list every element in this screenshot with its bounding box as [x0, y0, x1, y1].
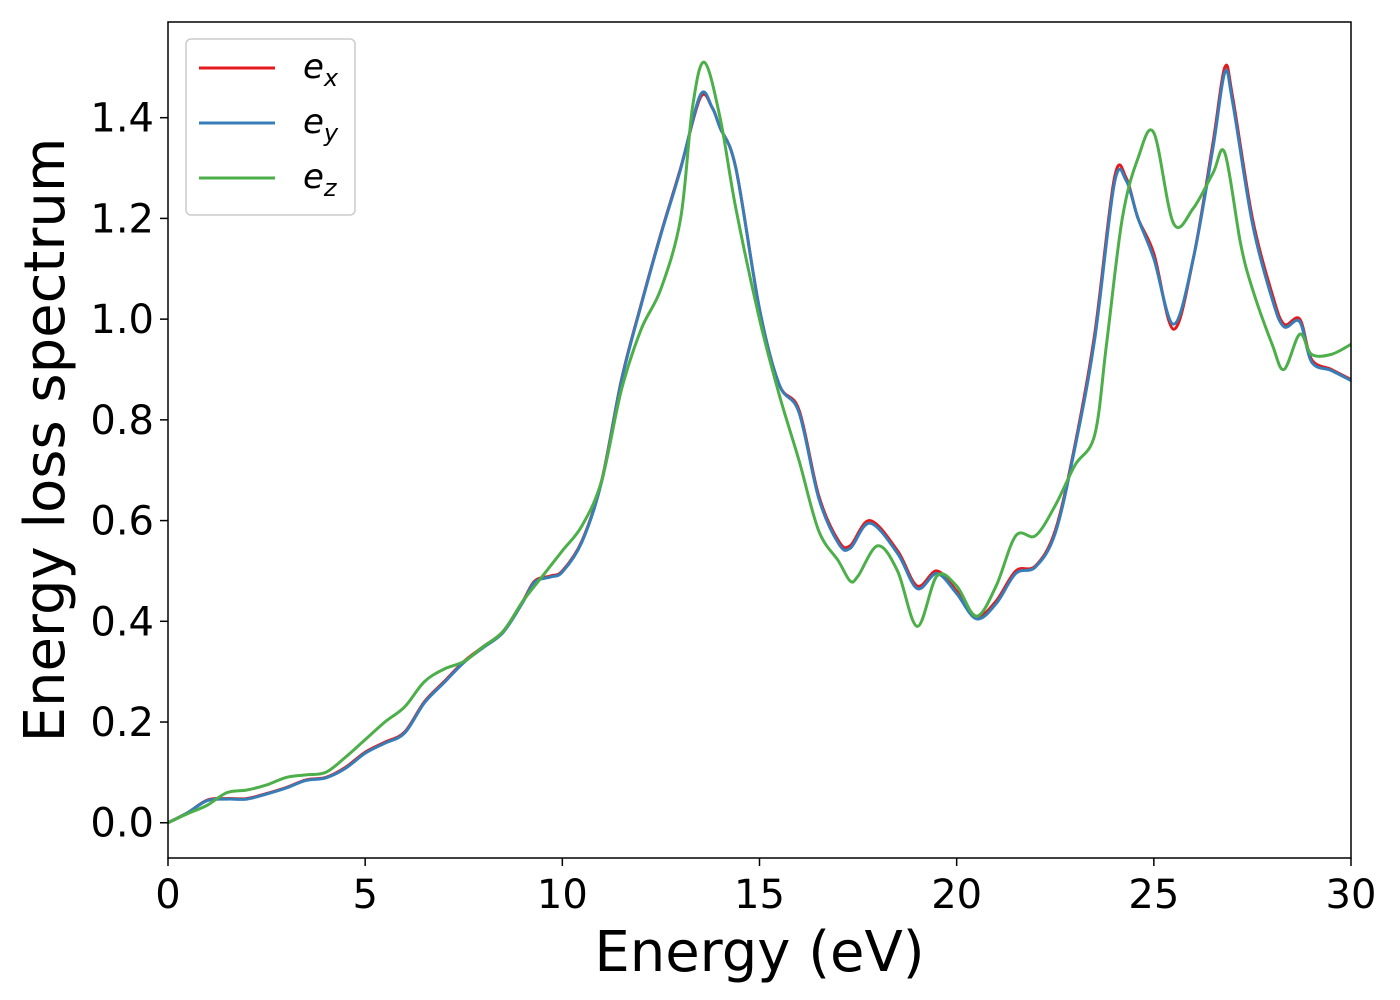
legend-label-x: ex [303, 47, 339, 92]
x-axis-title: Energy (eV) [594, 920, 924, 985]
series-line-y [168, 68, 1351, 825]
y-tick-label: 0.0 [90, 801, 154, 847]
y-tick-label: 0.8 [90, 398, 154, 444]
x-tick-label: 5 [352, 872, 377, 918]
y-tick-label: 0.4 [90, 599, 154, 645]
legend-box [185, 38, 356, 216]
x-tick-label: 10 [537, 872, 588, 918]
series-lines [168, 60, 1351, 825]
plot-area [168, 22, 1351, 858]
y-axis-ticks: 0.0 0.2 0.4 0.6 0.8 1.0 1.2 1.4 [90, 96, 168, 847]
y-tick-label: 1.4 [90, 96, 154, 142]
series-line-z [168, 60, 1351, 825]
y-tick-label: 0.2 [90, 700, 154, 746]
y-axis-title: Energy loss spectrum [13, 138, 78, 743]
legend-label-z: ez [303, 157, 338, 202]
legend-label-y: ey [303, 102, 339, 147]
x-tick-label: 20 [931, 872, 982, 918]
x-tick-label: 30 [1326, 872, 1377, 918]
x-tick-label: 15 [734, 872, 785, 918]
y-tick-label: 1.0 [90, 297, 154, 343]
x-tick-label: 0 [155, 872, 180, 918]
x-tick-label: 25 [1128, 872, 1179, 918]
y-tick-label: 1.2 [90, 196, 154, 242]
y-tick-label: 0.6 [90, 499, 154, 545]
x-axis-ticks: 0 5 10 15 20 25 30 [155, 858, 1376, 918]
legend: ex ey ez [185, 38, 356, 216]
